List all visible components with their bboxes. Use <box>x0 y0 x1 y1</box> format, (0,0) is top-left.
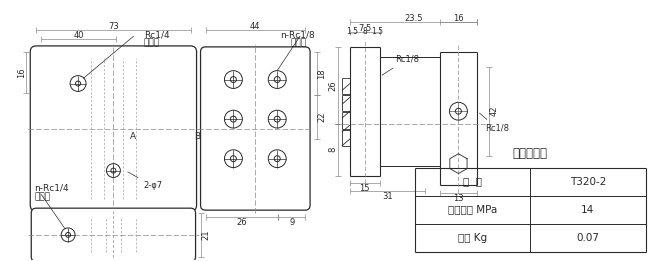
Text: A: A <box>130 132 136 141</box>
Text: 73: 73 <box>108 22 119 31</box>
Text: 21: 21 <box>201 230 210 240</box>
Text: 8: 8 <box>328 147 337 152</box>
Text: 14: 14 <box>581 205 595 215</box>
Text: 7.5: 7.5 <box>358 23 371 33</box>
Text: 42: 42 <box>490 106 499 116</box>
Text: 重量 Kg: 重量 Kg <box>458 233 487 243</box>
Text: Rc1/8: Rc1/8 <box>479 113 510 133</box>
Text: 26: 26 <box>236 217 247 227</box>
Text: 0.07: 0.07 <box>576 233 599 243</box>
Text: T320-2: T320-2 <box>570 177 606 187</box>
Text: 22: 22 <box>318 112 327 122</box>
Text: 型  号: 型 号 <box>463 177 482 187</box>
Text: n-Rc1/4: n-Rc1/4 <box>34 184 69 193</box>
Text: 16: 16 <box>453 14 464 23</box>
Text: 31: 31 <box>382 192 392 201</box>
Text: 1.5: 1.5 <box>346 27 358 35</box>
Text: 26: 26 <box>328 80 337 91</box>
Text: Rc1/8: Rc1/8 <box>382 55 419 75</box>
Text: 40: 40 <box>73 31 84 39</box>
Text: 进油口: 进油口 <box>290 38 307 48</box>
Text: n-Rc1/8: n-Rc1/8 <box>280 31 315 39</box>
Text: 进油口: 进油口 <box>34 193 50 202</box>
Text: 2-φ7: 2-φ7 <box>128 172 162 190</box>
FancyBboxPatch shape <box>30 46 196 211</box>
Text: 15: 15 <box>360 184 370 193</box>
Text: 16: 16 <box>17 67 26 78</box>
Text: 集成块参数: 集成块参数 <box>513 147 548 160</box>
FancyBboxPatch shape <box>200 47 310 210</box>
Text: 进油口: 进油口 <box>144 38 160 48</box>
Text: 23.5: 23.5 <box>404 14 423 23</box>
Text: 44: 44 <box>250 22 261 31</box>
Text: B: B <box>195 132 200 141</box>
Text: 公称压力 MPa: 公称压力 MPa <box>448 205 497 215</box>
FancyBboxPatch shape <box>31 208 196 261</box>
Text: 13: 13 <box>453 194 464 203</box>
Text: 1.5: 1.5 <box>371 27 383 35</box>
Text: Rc1/4: Rc1/4 <box>144 31 170 39</box>
Text: 18: 18 <box>318 68 327 79</box>
Text: 9: 9 <box>289 217 294 227</box>
Text: 8: 8 <box>362 27 367 35</box>
